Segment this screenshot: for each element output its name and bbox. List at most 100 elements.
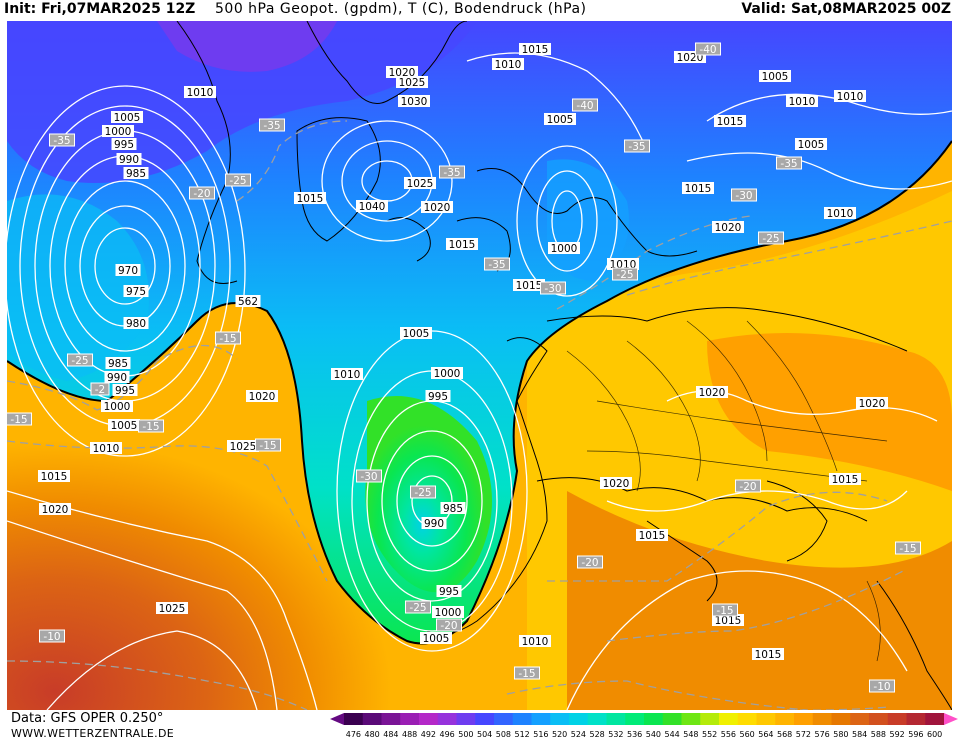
weather-map-canvas: 1010100510009959909859709759809859909951… [7,21,952,710]
temperature-label-text: -20 [581,557,598,569]
colorbar-cell [437,713,457,725]
temperature-label-box [514,666,540,680]
pressure-label: 975 [123,285,149,298]
pressure-label-box [386,66,418,78]
colorbar-tick-label: 588 [871,730,886,739]
temperature-label: -15 [895,541,921,555]
colorbar-cell [400,713,420,725]
pressure-label: 1020 [39,503,71,516]
pressure-label-box [156,602,188,614]
colorbar-cell [869,713,889,725]
pressure-label-box [513,279,545,291]
pressure-label-box [108,419,140,431]
pressure-label: 1005 [400,327,432,340]
pressure-label-text: 1015 [522,44,549,56]
pressure-label-box [112,384,138,396]
temperature-label: -40 [572,98,598,112]
pressure-label-box [714,115,746,127]
pressure-label: 1015 [752,648,784,661]
pressure-label-box [786,95,818,107]
pressure-label: 1005 [759,70,791,83]
pressure-label-box [235,295,261,307]
temperature-label-text: -15 [219,333,236,345]
pressure-label-text: 1020 [699,387,726,399]
temperature-label-text: -15 [899,543,916,555]
pressure-label-box [421,517,447,529]
temperature-label-text: -25 [414,487,431,499]
pressure-label: 1015 [446,238,478,251]
temperature-label: -30 [356,469,382,483]
temperature-label-text: -20 [739,481,756,493]
pressure-label-box [331,368,363,380]
colorbar-cell [775,713,795,725]
pressure-label: 1015 [682,182,714,195]
pressure-label: 990 [116,153,142,166]
pressure-label-text: 1000 [434,368,461,380]
pressure-label-box [431,367,463,379]
temperature-label-text: -35 [488,259,505,271]
colorbar-cell [512,713,532,725]
pressure-label-box [294,192,326,204]
pressure-label-box [101,400,133,412]
temperature-label-text: -40 [576,100,593,112]
pressure-label: 1020 [600,477,632,490]
pressure-label-text: 1025 [407,178,434,190]
colorbar-cell [587,713,607,725]
colorbar-cell [719,713,739,725]
pressure-label-text: 1005 [114,112,141,124]
pressure-label-box [834,90,866,102]
temperature-label-box [49,133,75,147]
temperature-label-box [255,438,281,452]
pressure-label-box [446,238,478,250]
isobars [7,52,952,710]
pressure-label-text: 995 [115,385,135,397]
temperature-label: -20 [577,555,603,569]
temperature-label-box [776,156,802,170]
country-borders [566,320,888,662]
pressure-label: 562 [235,295,261,308]
pressure-label-box [398,95,430,107]
pressure-label-box [123,285,149,297]
temperature-label: -25 [225,173,251,187]
pressure-label-text: 995 [439,586,459,598]
pressure-label: 1000 [431,367,463,380]
pressure-label-text: 1015 [449,239,476,251]
pressure-label: 985 [105,357,131,370]
pressure-label: 1015 [636,529,668,542]
temperature-label-box [540,281,566,295]
pressure-label: 1005 [420,632,452,645]
temperature-label-box [189,186,215,200]
colorbar-tick-label: 528 [589,730,604,739]
pressure-label-box [752,648,784,660]
temperature-label-box [624,139,650,153]
pressure-label-text: 1010 [837,91,864,103]
pressure-label-box [795,138,827,150]
pressure-label: 1010 [492,58,524,71]
pressure-labels: 1010100510009959909859709759809859909951… [38,43,888,661]
color-scale-legend: 476 480 484 488 492 496 500 504 508 512 516 520 524 5… [330,713,958,739]
pressure-label: 1020 [246,390,278,403]
pressure-label-text: 975 [126,286,146,298]
pressure-label: 1005 [108,419,140,432]
colorbar-tick-label: 596 [908,730,923,739]
temperature-label-box [731,188,757,202]
temperature-label-text: -35 [263,120,280,132]
colorbar-cell [756,713,776,725]
colorbar-cell [850,713,870,725]
pressure-label-text: 1025 [230,441,257,453]
pressure-label-box [682,182,714,194]
pressure-label-box [636,529,668,541]
temperature-label-text: -35 [628,141,645,153]
pressure-label-text: 1015 [41,471,68,483]
colorbar-cell [569,713,589,725]
temperature-label-box [612,267,638,281]
pressure-label-text: 1005 [547,114,574,126]
pressure-label-text: 1015 [832,474,859,486]
pressure-label-box [356,200,388,212]
pressure-label: 1010 [834,90,866,103]
temperature-label-text: -25 [616,269,633,281]
temperature-label-box [572,98,598,112]
colorbar-tick-label: 492 [421,730,436,739]
temperature-label: -2 [90,382,110,396]
pressure-label-box [104,371,130,383]
